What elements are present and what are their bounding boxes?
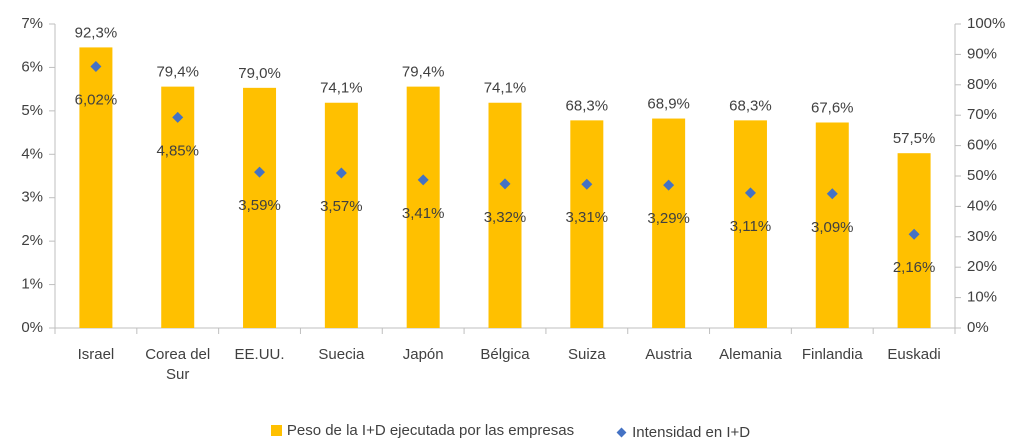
- bar: [570, 120, 604, 328]
- marker-value-label: 3,59%: [238, 197, 281, 214]
- y-tick-label: 0%: [21, 319, 43, 336]
- marker: [826, 188, 838, 200]
- x-tick-label: Finlandia: [801, 346, 863, 363]
- x-tick-label: Israel: [77, 346, 115, 363]
- marker-value-label: 3,11%: [730, 218, 771, 235]
- marker-value-label: 6,02%: [75, 92, 118, 109]
- bar-value-label: 68,3%: [729, 97, 772, 114]
- bar-value-label: 74,1%: [484, 80, 527, 97]
- y2-tick-label: 50%: [967, 167, 997, 184]
- legend-swatch: [270, 425, 282, 436]
- marker: [744, 187, 756, 199]
- marker-value-label: 3,31%: [566, 209, 609, 226]
- marker: [499, 178, 511, 190]
- marker: [417, 174, 429, 186]
- marker-value-label: 3,41%: [402, 205, 445, 222]
- y2-tick-label: 60%: [967, 137, 997, 154]
- x-tick-label: Alemania: [719, 346, 782, 363]
- marker: [908, 228, 920, 240]
- y-tick-label: 4%: [21, 145, 43, 162]
- bar-value-label: 68,9%: [647, 96, 690, 113]
- x-tick-label: EE.UU.: [234, 346, 285, 363]
- legend: Peso de la I+D ejecutada por las empresa…: [0, 422, 1021, 441]
- marker: [335, 167, 347, 179]
- bar: [79, 47, 113, 329]
- marker: [90, 61, 102, 73]
- y2-tick-label: 0%: [967, 319, 989, 336]
- bar: [161, 86, 195, 329]
- legend-label: Intensidad en I+D: [632, 424, 751, 441]
- y-tick-label: 1%: [21, 276, 43, 293]
- y-tick-label: 5%: [21, 102, 43, 119]
- x-tick-label: Bélgica: [480, 346, 530, 363]
- bar: [815, 122, 849, 328]
- legend-item: Peso de la I+D ejecutada por las empresa…: [270, 422, 575, 439]
- y2-tick-label: 30%: [967, 228, 997, 245]
- y-tick-label: 7%: [21, 15, 43, 32]
- marker-value-label: 2,16%: [893, 259, 936, 276]
- marker: [172, 111, 184, 123]
- marker-value-label: 3,29%: [647, 210, 690, 227]
- bar-value-label: 57,5%: [893, 130, 936, 147]
- y2-tick-label: 10%: [967, 289, 997, 306]
- x-tick-label: Suiza: [568, 346, 606, 363]
- marker: [581, 178, 593, 190]
- bar-value-label: 79,0%: [238, 65, 281, 82]
- bar: [243, 87, 277, 328]
- marker: [663, 179, 675, 191]
- marker-value-label: 3,32%: [484, 209, 527, 226]
- bar: [897, 153, 931, 328]
- y-tick-label: 3%: [21, 189, 43, 206]
- x-tick-label: Euskadi: [887, 346, 941, 363]
- bar-value-label: 92,3%: [75, 24, 118, 41]
- bar: [406, 86, 440, 329]
- bar-value-label: 79,4%: [156, 64, 199, 81]
- y2-tick-label: 70%: [967, 106, 997, 123]
- bar: [324, 102, 358, 329]
- bar: [488, 102, 522, 329]
- y2-tick-label: 100%: [967, 15, 1005, 32]
- y2-tick-label: 80%: [967, 76, 997, 93]
- legend-label: Peso de la I+D ejecutada por las empresa…: [286, 422, 575, 439]
- y2-tick-label: 20%: [967, 258, 997, 275]
- bar-value-label: 68,3%: [566, 97, 609, 114]
- y-tick-label: 6%: [21, 58, 43, 75]
- x-tick-label: Corea del Sur: [145, 346, 211, 383]
- legend-item: Intensidad en I+D: [616, 424, 751, 441]
- y2-tick-label: 90%: [967, 45, 997, 62]
- y-tick-label: 2%: [21, 232, 43, 249]
- bar: [733, 120, 767, 328]
- bar: [652, 118, 686, 328]
- legend-swatch: [616, 427, 627, 438]
- x-tick-label: Austria: [645, 346, 692, 363]
- x-tick-label: Suecia: [318, 346, 365, 363]
- marker-value-label: 3,57%: [320, 198, 363, 215]
- bar-value-label: 79,4%: [402, 64, 445, 81]
- bar-value-label: 74,1%: [320, 80, 363, 97]
- y2-tick-label: 40%: [967, 197, 997, 214]
- marker: [254, 166, 266, 178]
- bar-value-label: 67,6%: [811, 99, 854, 116]
- marker-value-label: 3,09%: [811, 219, 854, 236]
- marker-value-label: 4,85%: [156, 142, 199, 159]
- x-tick-label: Japón: [402, 346, 444, 363]
